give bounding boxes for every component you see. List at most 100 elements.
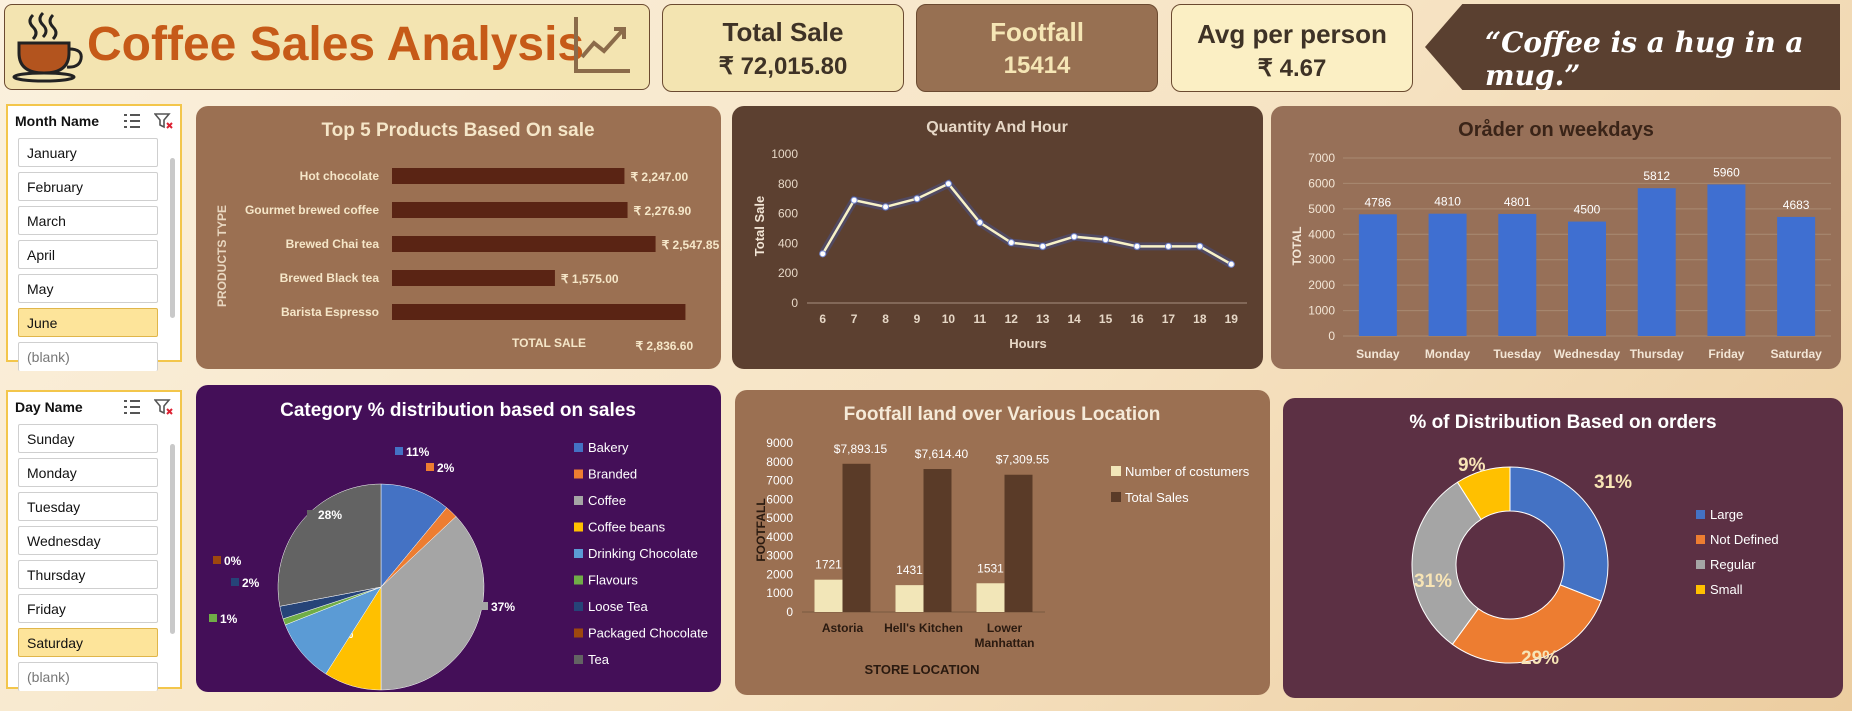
x-tick-label: Thursday <box>1630 347 1684 361</box>
label-swatch <box>480 602 488 610</box>
bar <box>895 585 924 612</box>
x-axis-label: STORE LOCATION <box>864 662 979 677</box>
slicer-item[interactable]: Monday <box>18 458 158 487</box>
label-swatch <box>307 510 315 518</box>
x-tick-label: Astoria <box>822 621 864 635</box>
x-tick-label: 18 <box>1193 312 1207 326</box>
y-tick-label: 8000 <box>766 455 793 469</box>
legend-label: Coffee beans <box>588 520 666 535</box>
data-label: 37% <box>491 600 515 614</box>
legend-swatch <box>574 443 583 452</box>
y-tick-label: 400 <box>778 236 798 250</box>
chart-title: Footfall land over Various Location <box>844 404 1161 425</box>
month-slicer: Month Name January February March April May J… <box>6 104 182 371</box>
x-tick-label: 12 <box>1005 312 1019 326</box>
multi-select-icon[interactable] <box>122 112 142 130</box>
legend-label: Not Defined <box>1710 532 1779 547</box>
legend-swatch <box>1696 535 1705 544</box>
coffee-cup-icon <box>12 11 83 83</box>
donut-slice <box>1456 466 1511 521</box>
legend-label: Total Sales <box>1125 490 1189 505</box>
clear-filter-icon[interactable] <box>154 398 174 416</box>
slicer-item[interactable]: April <box>18 240 158 269</box>
bar <box>392 304 686 320</box>
data-label: 28% <box>318 508 342 522</box>
legend-label: Large <box>1710 507 1743 522</box>
series-glow <box>819 178 1234 268</box>
category-panel: Category % distribution based on sales 11… <box>196 385 721 692</box>
data-label: 9% <box>1458 455 1486 476</box>
y-tick-label: 2000 <box>1308 278 1335 292</box>
legend-swatch <box>574 496 583 505</box>
legend-label: Tea <box>588 652 610 667</box>
data-label: 4801 <box>1504 195 1531 209</box>
y-tick-label: 6000 <box>766 492 793 506</box>
y-tick-label: 3000 <box>1308 253 1335 267</box>
y-tick-label: 0 <box>786 605 793 619</box>
category-label: Barista Espresso <box>281 305 379 319</box>
legend-swatch <box>574 522 583 532</box>
size-donut-chart: % of Distribution Based on orders 31% 29% 3… <box>1409 412 1779 669</box>
bar <box>1428 213 1467 336</box>
slicer-item[interactable]: Saturday <box>18 628 158 657</box>
x-tick-label: Friday <box>1708 347 1744 361</box>
y-tick-label: 5000 <box>766 511 793 525</box>
data-point <box>913 195 921 203</box>
y-tick-label: 5000 <box>1308 202 1335 216</box>
legend-swatch <box>574 469 583 479</box>
slicer-item[interactable]: Sunday <box>18 424 158 453</box>
label-swatch <box>213 556 221 564</box>
slicer-item[interactable]: (blank) <box>18 342 158 371</box>
bar <box>842 463 871 612</box>
bar <box>392 168 625 184</box>
slicer-item[interactable]: Tuesday <box>18 492 158 521</box>
bar <box>1004 474 1033 612</box>
data-point <box>944 180 952 188</box>
kpi-avg-value: ₹ 4.67 <box>1257 55 1327 82</box>
multi-select-icon[interactable] <box>122 398 142 416</box>
slicer-item[interactable]: January <box>18 138 158 167</box>
x-tick-label: 8 <box>882 312 889 326</box>
y-tick-label: 7000 <box>766 474 793 488</box>
category-label: Brewed Chai tea <box>286 237 380 251</box>
label-swatch <box>231 578 239 586</box>
top-products-chart: Top 5 Products Based On sale PRODUCTS TYP… <box>215 120 720 353</box>
bar <box>1777 216 1816 336</box>
kpi-avg-label: Avg per person <box>1197 19 1387 49</box>
data-label: 1431 <box>896 563 923 577</box>
data-point <box>976 219 984 227</box>
donut-slice <box>1411 481 1482 645</box>
donut-slice <box>1509 466 1609 602</box>
legend-label: Packaged Chocolate <box>588 626 708 641</box>
slicer-item[interactable]: Friday <box>18 594 158 623</box>
clear-filter-icon[interactable] <box>154 112 174 130</box>
x-tick-label: 17 <box>1162 312 1176 326</box>
y-tick-label: 600 <box>778 207 798 221</box>
slicer-item[interactable]: February <box>18 172 158 201</box>
x-tick-label: 10 <box>942 312 956 326</box>
day-slicer-scrollbar[interactable] <box>170 444 175 634</box>
data-label: 1531 <box>977 561 1004 575</box>
slicer-item[interactable]: Wednesday <box>18 526 158 555</box>
dashboard-title: Coffee Sales Analysis <box>87 18 585 71</box>
bar <box>1637 188 1676 336</box>
y-tick-label: 9000 <box>766 436 793 450</box>
slicer-item[interactable]: May <box>18 274 158 303</box>
pie-slice <box>380 516 485 691</box>
slicer-item[interactable]: (blank) <box>18 662 158 691</box>
month-slicer-scrollbar[interactable] <box>170 158 175 318</box>
category-label: Hot chocolate <box>300 169 380 183</box>
data-point <box>1227 260 1235 268</box>
kpi-total-sale-label: Total Sale <box>722 17 844 47</box>
slicer-item[interactable]: Thursday <box>18 560 158 589</box>
data-label: 4786 <box>1365 195 1392 209</box>
bar <box>814 579 843 612</box>
weekdays-panel: Oråder on weekdays TOTAL 0 1000 2000 3000 4000… <box>1271 106 1841 369</box>
x-tick-label: 14 <box>1067 312 1081 326</box>
legend-label: Small <box>1710 582 1743 597</box>
legend-swatch <box>1696 560 1705 569</box>
slicer-item[interactable]: June <box>18 308 158 337</box>
x-tick-label: 13 <box>1036 312 1050 326</box>
chart-title: % of Distribution Based on orders <box>1409 412 1716 433</box>
slicer-item[interactable]: March <box>18 206 158 235</box>
